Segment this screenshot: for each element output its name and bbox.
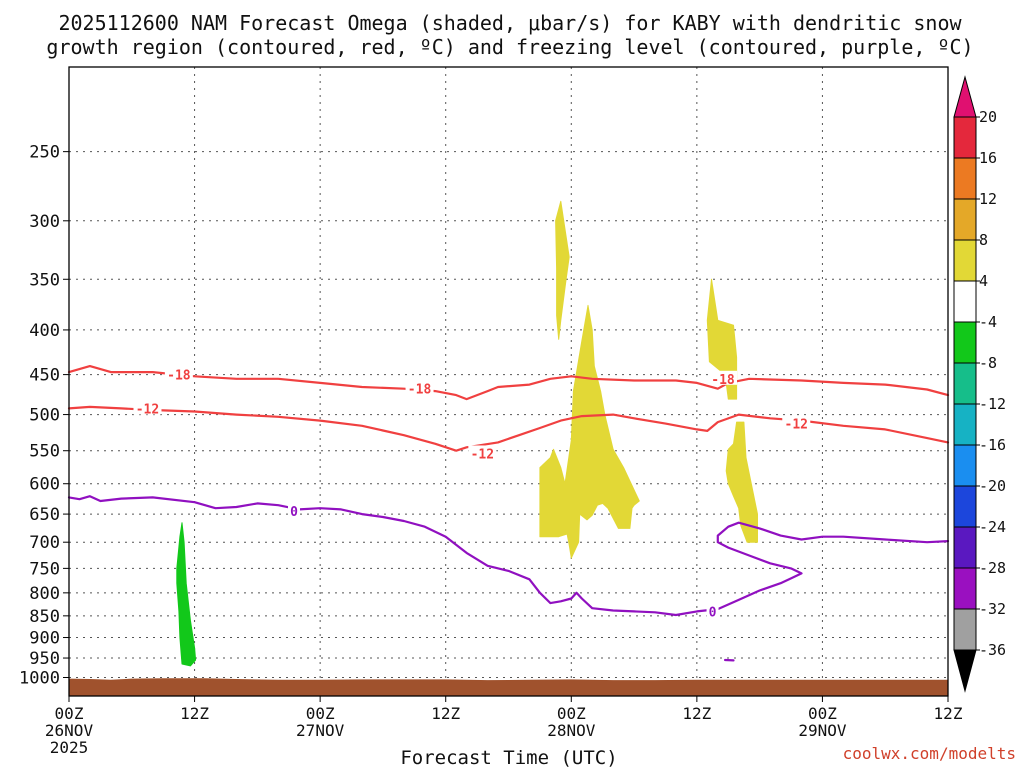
- contour-label: -12: [785, 418, 808, 433]
- colorbar-bin: [953, 362, 977, 405]
- colorbar-label: 8: [979, 231, 988, 249]
- contour-label-bg: [706, 603, 719, 618]
- contour-label: -18: [711, 373, 735, 388]
- colorbar-label: -8: [979, 354, 997, 372]
- contour--18: [67, 365, 950, 401]
- y-tick-label: 400: [29, 321, 60, 341]
- contour-0-main: [67, 495, 950, 617]
- contour-label-bg: [468, 445, 497, 460]
- colorbar-bin: [953, 403, 977, 446]
- x-axis-label: Forecast Time (UTC): [400, 747, 617, 768]
- y-tick-label: 250: [29, 143, 60, 163]
- colorbar-bin: [953, 321, 977, 364]
- x-tick-year: 2025: [50, 738, 89, 757]
- contour-label-bg: [164, 366, 193, 381]
- colorbar-label: -12: [979, 395, 1006, 413]
- x-tick-time: 12Z: [934, 704, 963, 723]
- x-tick-date: 26NOV: [45, 721, 94, 740]
- x-tick-time: 12Z: [431, 704, 460, 723]
- y-tick-label: 700: [29, 533, 60, 553]
- colorbar-bin: [953, 280, 977, 323]
- y-tick-label: 650: [29, 505, 60, 525]
- colorbar-bin: [953, 198, 977, 241]
- y-tick-label: 850: [29, 607, 60, 627]
- surface-terrain: [69, 678, 948, 696]
- y-axis: 2503003504004505005506006507007508008509…: [19, 143, 69, 688]
- chart-title-line2: growth region (contoured, red, ºC) and f…: [46, 35, 973, 59]
- x-tick-date: 28NOV: [547, 721, 596, 740]
- terrain-layer: [69, 678, 948, 696]
- y-tick-label: 600: [29, 475, 60, 495]
- contour-label-bg: [405, 380, 434, 395]
- x-tick-time: 00Z: [55, 704, 84, 723]
- contour-label-bg: [709, 370, 738, 385]
- colorbar-bin: [953, 485, 977, 528]
- colorbar-bin: [953, 444, 977, 487]
- contour-label: -12: [471, 447, 494, 462]
- contour-label: 0: [290, 505, 298, 520]
- x-tick-time: 00Z: [557, 704, 586, 723]
- contour-label: -12: [136, 402, 159, 417]
- x-tick-time: 12Z: [682, 704, 711, 723]
- contour-label-bg: [782, 415, 811, 430]
- green-12Z-26NOV: [176, 522, 197, 667]
- y-tick-label: 550: [29, 442, 60, 462]
- colorbar-label: -20: [979, 477, 1006, 495]
- x-tick-time: 12Z: [180, 704, 209, 723]
- omega-shaded-regions: [176, 200, 758, 667]
- y-tick-label: 300: [29, 212, 60, 232]
- colorbar-label: 16: [979, 149, 997, 167]
- colorbar-label: -16: [979, 436, 1006, 454]
- x-tick-date: 29NOV: [798, 721, 847, 740]
- contour-label-bg: [133, 400, 162, 415]
- yellow-upper-29NOV: [706, 278, 738, 400]
- contour-labels: -18 -18 -18 -12 -12 -12 0 0: [133, 366, 811, 620]
- x-tick-time: 00Z: [306, 704, 335, 723]
- plot-frame: [68, 66, 949, 697]
- y-tick-label: 800: [29, 584, 60, 604]
- colorbar-bin: [953, 526, 977, 569]
- contour-label: -18: [167, 369, 191, 384]
- colorbar-bin: [953, 567, 977, 610]
- x-tick-time: 00Z: [808, 704, 837, 723]
- y-tick-label: 500: [29, 406, 60, 426]
- colorbar-bottom-arrow: [953, 649, 977, 693]
- colorbar-bin: [953, 239, 977, 282]
- y-tick-label: 900: [29, 629, 60, 649]
- colorbar-label: 20: [979, 108, 997, 126]
- colorbar-label: -4: [979, 313, 997, 331]
- chart-title-line1: 2025112600 NAM Forecast Omega (shaded, μ…: [58, 11, 962, 35]
- contour-label-bg: [287, 503, 300, 518]
- x-tick-date: 27NOV: [296, 721, 345, 740]
- colorbar: 20 16 12 8 4 -4 -8 -12 -16 -20 -24 -28 -32 -36: [953, 75, 1006, 693]
- y-tick-label: 950: [29, 649, 60, 669]
- y-tick-label: 750: [29, 559, 60, 579]
- colorbar-label: 12: [979, 190, 997, 208]
- credit-link[interactable]: coolwx.com/modelts: [843, 744, 1016, 763]
- colorbar-bin: [953, 157, 977, 200]
- colorbar-label: -32: [979, 600, 1006, 618]
- colorbar-bin: [953, 116, 977, 159]
- contour--12: [67, 405, 950, 452]
- y-tick-label: 1000: [19, 668, 60, 688]
- colorbar-label: -24: [979, 518, 1006, 536]
- contour-label: 0: [709, 605, 717, 620]
- colorbar-label: -36: [979, 641, 1006, 659]
- yellow-lower-29NOV: [725, 421, 758, 543]
- contour-label: -18: [408, 383, 432, 398]
- yellow-upper-28NOV: [555, 200, 570, 340]
- colorbar-top-arrow: [953, 75, 977, 118]
- contour-lines: [67, 365, 950, 662]
- y-tick-label: 350: [29, 270, 60, 290]
- plot-area: -18 -18 -18 -12 -12 -12 0 0: [67, 66, 950, 697]
- colorbar-label: 4: [979, 272, 988, 290]
- y-tick-label: 450: [29, 366, 60, 386]
- colorbar-label: -28: [979, 559, 1006, 577]
- yellow-main-28NOV: [539, 304, 640, 559]
- colorbar-bin: [953, 608, 977, 651]
